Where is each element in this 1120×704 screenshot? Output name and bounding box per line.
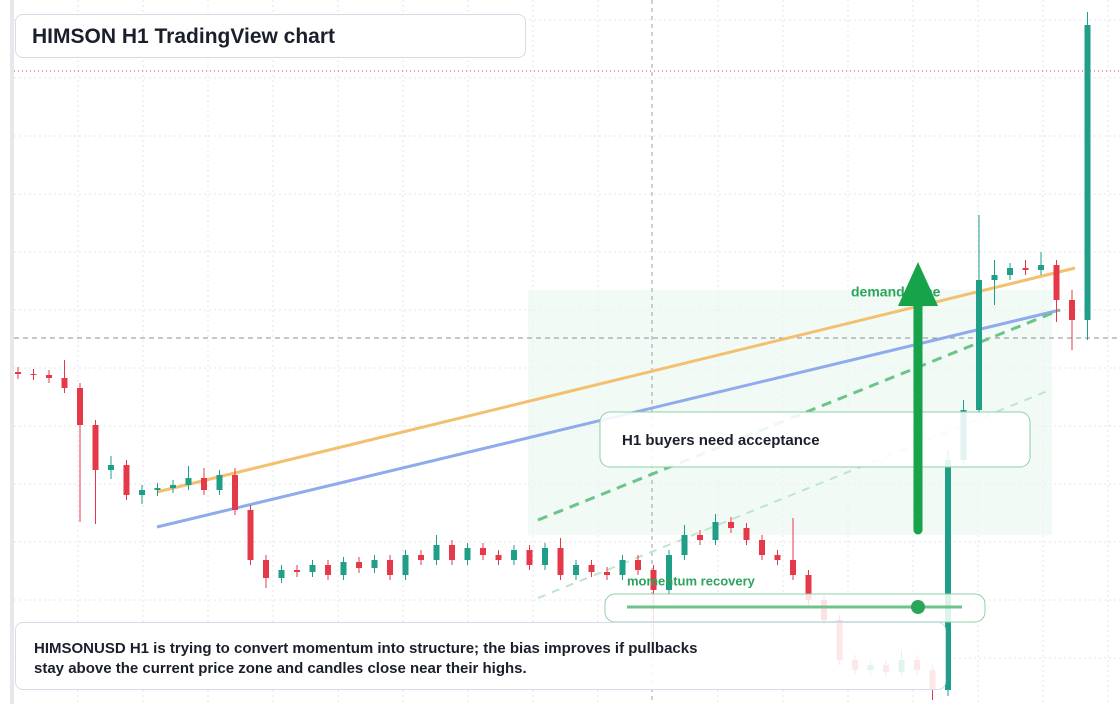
candle-body [77,388,83,425]
annotation: H1 buyers need acceptance [622,432,820,449]
candle-body [263,560,269,578]
slider-knob [911,600,925,614]
arrow-head [898,262,938,306]
candle-body [123,465,130,495]
candle-body [774,555,781,560]
candle-body [480,548,486,555]
candle-body [309,565,316,572]
candle-body [356,562,362,568]
candle-body [325,565,331,575]
candle-body [588,565,595,572]
candle-body [790,560,796,575]
left-edge [10,0,14,704]
candle-body [387,560,393,575]
candle-body [495,555,502,560]
candle-body [201,478,207,490]
candle-body [1022,268,1029,270]
candle-body [418,555,424,560]
candle-body [759,540,765,555]
candle-body [1038,265,1044,270]
candle-body [1007,268,1013,275]
candle-body [247,510,254,560]
candle-body [232,475,238,510]
candle-body [46,375,52,378]
candle-body [712,522,719,540]
candle-body [1084,25,1091,320]
candle-body [30,374,37,375]
candle-body [805,575,812,600]
annotation: momentum recovery [627,573,756,588]
candle-body [449,545,455,560]
candle-body [371,560,378,568]
candle-body [604,572,610,575]
candle-body [635,560,641,570]
candle-body [15,372,21,374]
candle-body [433,545,440,560]
candle-body [557,548,564,575]
candle-body [294,570,300,572]
candle-body [185,478,192,485]
candle-body [697,535,703,540]
candle-body [542,548,548,565]
candle-body [402,555,409,575]
candle-body [573,565,579,575]
caption: HIMSONUSD H1 is trying to convert moment… [34,640,698,677]
candle-body [170,485,176,488]
candle-body [743,528,750,540]
candle-body [511,550,517,560]
candle-body [340,562,347,575]
candle-body [1069,300,1075,320]
candle-body [216,475,223,490]
candle-body [464,548,471,560]
candle-body [92,425,99,470]
candle-body [108,465,114,470]
candle-body [154,488,161,490]
candle-body [139,490,145,495]
candle-body [666,555,672,590]
candle-body [976,280,982,410]
candle-body [991,275,998,280]
candle-body [681,535,688,555]
candle-body [526,550,533,565]
caption-card: HIMSONUSD H1 is trying to convert moment… [15,622,946,690]
candle-body [619,560,626,575]
candle-body [1053,265,1060,300]
candle-body [278,570,285,578]
candle-body [61,378,68,388]
candle-body [945,460,951,690]
candle-body [728,522,734,528]
chart-title: HIMSON H1 TradingView chart [15,14,526,58]
candle-body [650,570,657,590]
